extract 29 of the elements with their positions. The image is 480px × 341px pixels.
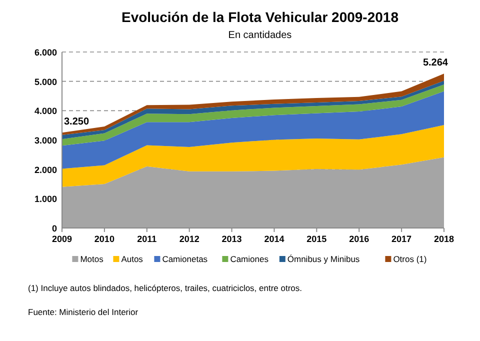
y-tick-label: 6.000 — [34, 48, 57, 58]
y-tick-label: 1.000 — [34, 194, 57, 204]
legend-label: Ómnibus y Minibus — [287, 254, 360, 264]
text: (1) Incluye autos blindados, helicópteros, trailes, cuatriciclos, entre otros. — [28, 283, 302, 293]
y-tick-label: 3.000 — [34, 136, 57, 146]
x-tick-label: 2017 — [392, 234, 412, 244]
x-tick-label: 2009 — [52, 234, 72, 244]
legend-label: Camionetas — [162, 254, 208, 264]
y-tick-label: 0 — [52, 224, 57, 234]
x-tick-label: 2012 — [179, 234, 200, 244]
chart-title: Evolución de la Flota Vehicular 2009-2018 — [121, 9, 399, 25]
x-tick-label: 2016 — [349, 234, 370, 244]
y-tick-label: 4.000 — [34, 106, 57, 116]
legend-label: Otros (1) — [393, 254, 427, 264]
annotation: 5.264 — [422, 58, 448, 69]
x-tick-label: 2015 — [306, 234, 327, 244]
y-tick-label: 5.000 — [34, 76, 57, 87]
x-tick-label: 2011 — [137, 234, 157, 244]
chart-subtitle: En cantidades — [228, 30, 292, 41]
x-tick-label: 2014 — [264, 234, 284, 244]
y-tick-label: 2.000 — [34, 164, 57, 175]
source-note: Fuente: Ministerio del Interior — [28, 307, 138, 317]
x-tick-label: 2010 — [94, 234, 114, 244]
annotation: 3.250 — [64, 116, 90, 128]
legend-label: Autos — [121, 254, 143, 264]
legend-label: Motos — [80, 254, 104, 264]
legend-label: Camiones — [230, 254, 268, 264]
x-tick-label: 2013 — [222, 234, 242, 244]
x-tick-label: 2018 — [434, 234, 454, 244]
